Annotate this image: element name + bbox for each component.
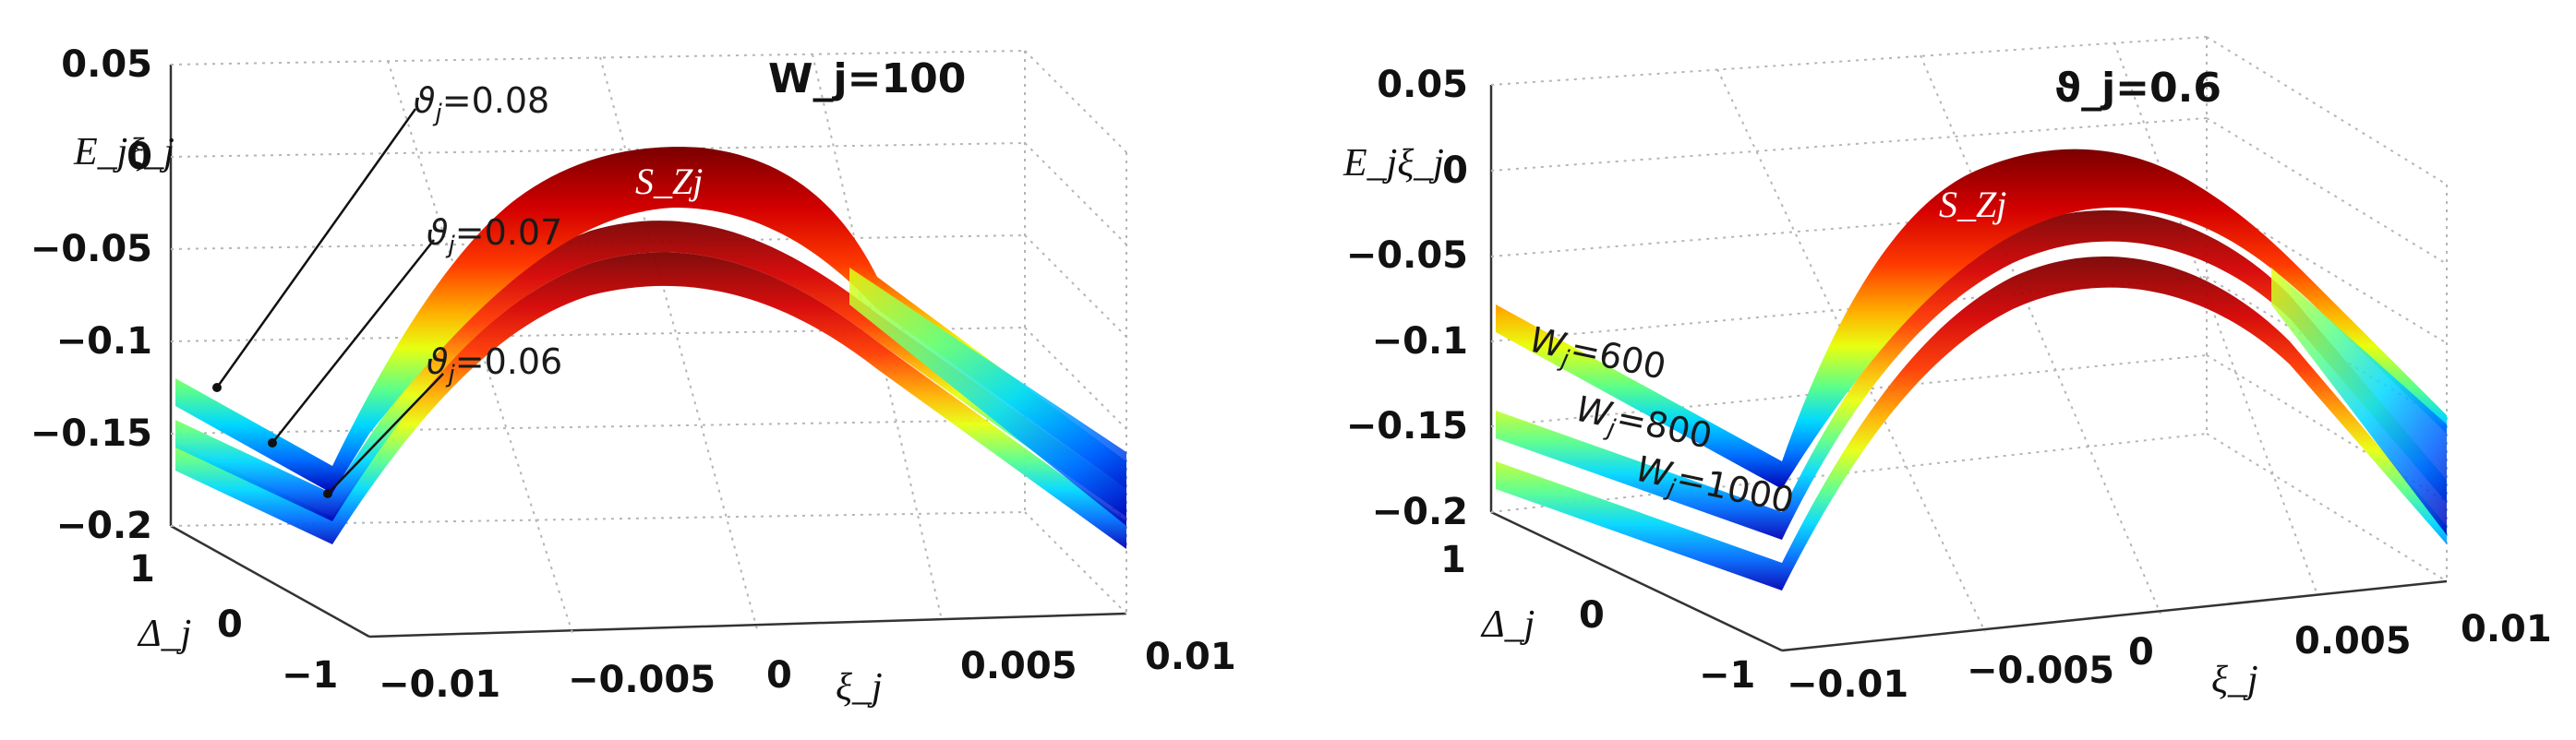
x-tick: 0.005 xyxy=(960,645,1077,687)
y-axis-label: Δ_j xyxy=(1480,603,1535,646)
x-axis-label: ξ_j xyxy=(2211,659,2258,701)
chart-right-surfaces xyxy=(1496,149,2447,591)
chart-right-y-ticks: 1 0 −1 xyxy=(1440,539,1755,697)
z-tick: −0.15 xyxy=(30,412,152,455)
series-label-2: ϑj=0.06 xyxy=(427,341,562,388)
chart-left-grid xyxy=(169,50,1127,639)
leader-1 xyxy=(271,239,435,444)
chart-right: Wj=600 Wj=800 Wj=1000 S_Zj ϑ_j=0.6 0.05 … xyxy=(1342,36,2552,706)
series-label-1: ϑj=0.07 xyxy=(427,212,562,259)
x-tick: 0.01 xyxy=(1145,636,1236,678)
surface-label: S_Zj xyxy=(1939,184,2006,225)
surface-theta-0.08 xyxy=(175,147,1126,494)
x-tick: 0 xyxy=(766,654,792,697)
surface-left-right-flank xyxy=(849,268,1126,526)
chart-left-series-labels: ϑj=0.08 ϑj=0.07 ϑj=0.06 xyxy=(414,80,562,388)
z-tick: −0.2 xyxy=(1372,491,1468,533)
chart-right-x-ticks: −0.01 −0.005 0 0.005 0.01 xyxy=(1787,608,2552,706)
x-axis-label: ξ_j xyxy=(836,666,883,709)
z-tick: −0.05 xyxy=(30,228,152,270)
chart-left-x-ticks: −0.01 −0.005 0 0.005 0.01 xyxy=(379,636,1236,706)
y-tick: 1 xyxy=(129,548,155,591)
chart-left-leaders xyxy=(212,108,444,498)
surface-W-1000 xyxy=(1496,256,2447,591)
z-tick: 0 xyxy=(126,136,152,178)
y-axis-label: Δ_j xyxy=(137,613,191,655)
z-tick: −0.1 xyxy=(56,320,152,363)
z-tick: −0.05 xyxy=(1346,234,1468,277)
z-tick: 0.05 xyxy=(61,43,152,86)
leader-2 xyxy=(327,373,444,495)
leader-0 xyxy=(215,108,417,388)
y-tick: 1 xyxy=(1440,539,1466,581)
z-tick: 0.05 xyxy=(1377,64,1468,106)
y-tick: −1 xyxy=(1699,654,1755,697)
y-tick: −1 xyxy=(282,654,338,697)
z-tick: 0 xyxy=(1442,149,1468,192)
x-tick: −0.01 xyxy=(1787,663,1908,706)
z-axis-label: E_jξ_j xyxy=(73,131,175,173)
z-axis-label: E_jξ_j xyxy=(1342,142,1444,185)
surface-theta-0.06 xyxy=(175,252,1126,549)
x-tick: 0.01 xyxy=(2461,608,2552,650)
z-tick: −0.1 xyxy=(1372,320,1468,363)
z-tick: −0.2 xyxy=(56,505,152,547)
surface-right-right-flank xyxy=(2271,268,2447,535)
chart-right-z-ticks: 0.05 0 −0.05 −0.1 −0.15 −0.2 xyxy=(1346,64,1468,533)
series-label-0: ϑj=0.08 xyxy=(414,80,549,127)
chart-left-y-ticks: 1 0 −1 xyxy=(129,548,338,697)
surface-label: S_Zj xyxy=(635,161,703,202)
parameter-label: W_j=100 xyxy=(768,55,966,102)
surface-W-600 xyxy=(1496,149,2447,490)
chart-left: ϑj=0.08 ϑj=0.07 ϑj=0.06 S_Zj W_j=100 0.0… xyxy=(30,43,1236,709)
x-tick: −0.005 xyxy=(568,659,716,701)
z-tick: −0.15 xyxy=(1346,405,1468,448)
x-tick: −0.01 xyxy=(379,663,500,706)
y-tick: 0 xyxy=(217,603,243,646)
x-tick: 0.005 xyxy=(2294,620,2412,662)
x-tick: 0 xyxy=(2128,631,2154,674)
chart-left-surfaces xyxy=(175,147,1126,549)
surface-W-800 xyxy=(1496,209,2447,540)
x-tick: −0.005 xyxy=(1967,650,2114,692)
parameter-label: ϑ_j=0.6 xyxy=(2054,65,2221,112)
chart-left-z-ticks: 0.05 0 −0.05 −0.1 −0.15 −0.2 xyxy=(30,43,152,547)
y-tick: 0 xyxy=(1579,594,1605,637)
